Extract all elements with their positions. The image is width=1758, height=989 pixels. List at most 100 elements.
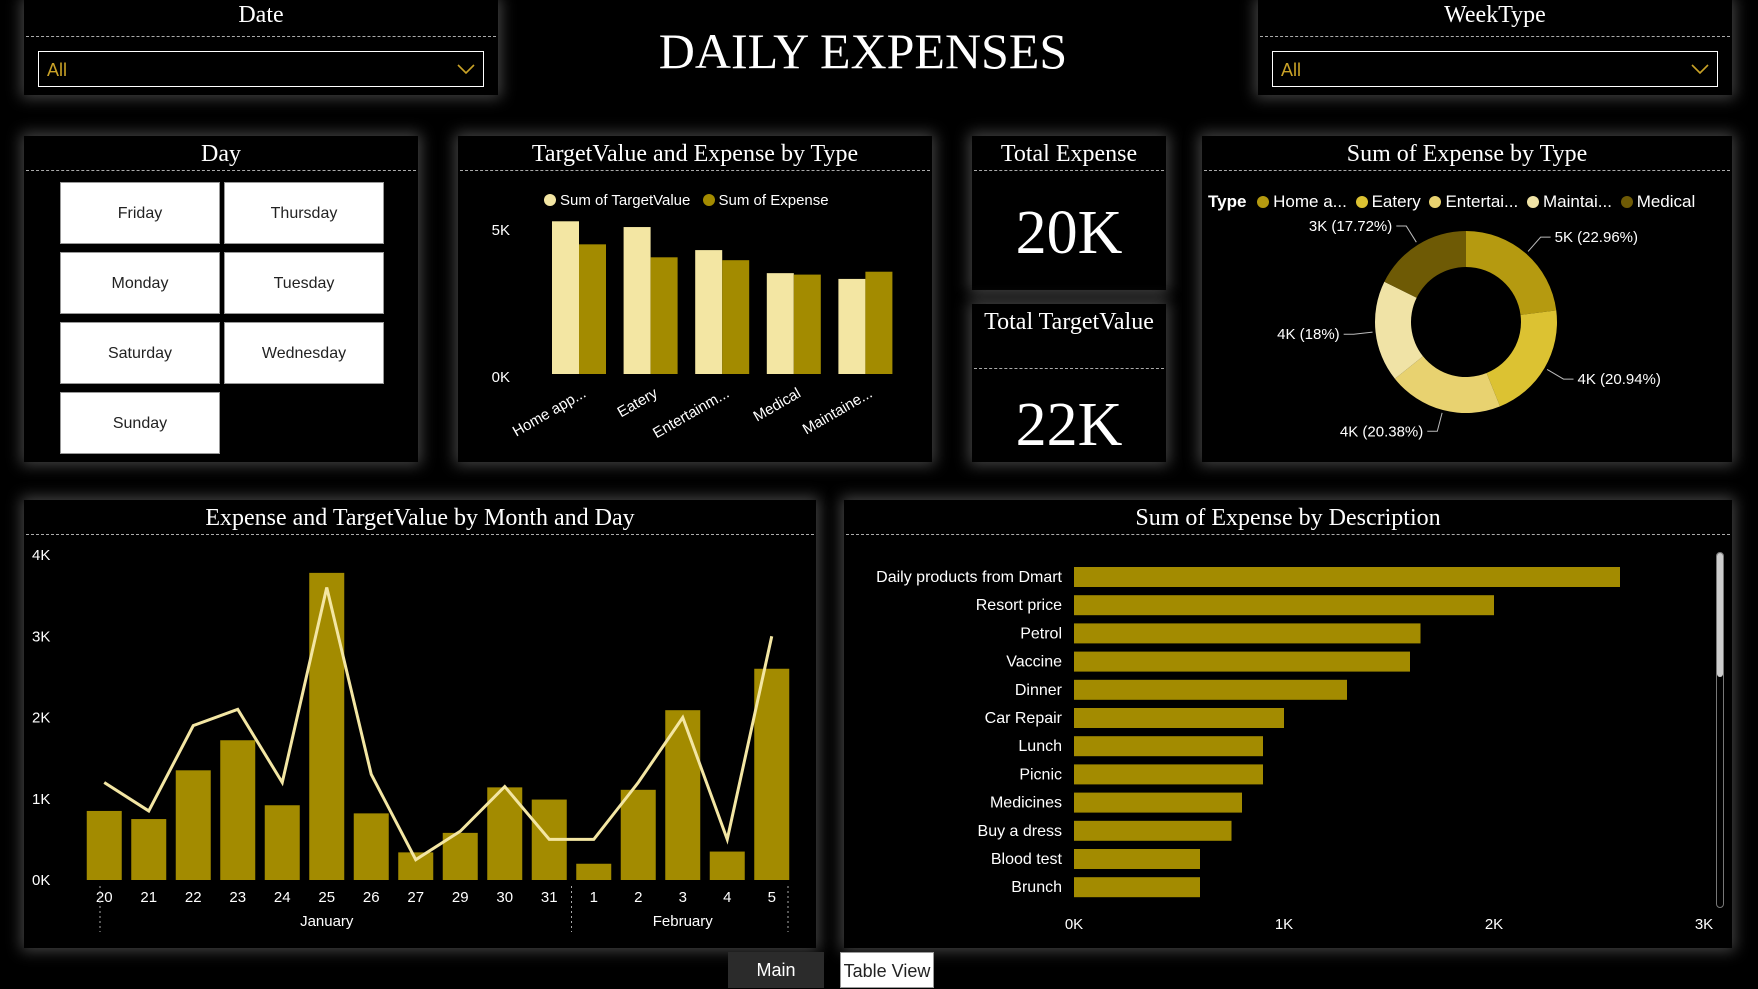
expense-bar [487,787,523,880]
legend-dot [544,194,556,206]
x-tick-label: 31 [541,889,558,906]
scrollbar[interactable] [1716,552,1724,908]
donut-slice [1384,231,1466,298]
type-donut-legend: Type Home a... Eatery Entertai... Mainta… [1208,192,1695,212]
legend-dot [702,194,715,206]
target-bar [552,221,579,374]
date-slicer-title: Date [26,0,496,37]
y-tick-label: Vaccine [1006,654,1062,671]
legend-label: Eatery [1371,192,1421,211]
expense-bar [754,668,790,880]
total-expense-value: 20K [1015,199,1123,267]
leader-line [1427,412,1443,432]
day-button-sunday[interactable]: Sunday [60,392,220,454]
legend-title: Type [1208,192,1247,211]
y-tick-label: 3K [32,628,50,645]
x-tick-label: 29 [452,889,469,906]
legend-item-expense: Sum of Expense [702,192,829,209]
type-bar-chart-panel: TargetValue and Expense by Type Sum of T… [458,136,932,462]
tab-table-view[interactable]: Table View [840,952,934,988]
leader-line [1527,236,1551,252]
y-tick-label: Dinner [1015,682,1063,699]
expense-bar [650,257,678,374]
type-donut-panel: Sum of Expense by Type Type Home a... Ea… [1202,136,1732,462]
y-tick-label: Medicines [990,795,1062,812]
month-label: February [653,913,714,930]
y-tick-label: Car Repair [985,710,1063,727]
weektype-dropdown[interactable]: All [1272,51,1718,87]
x-tick-label: 1K [1275,916,1293,933]
day-button-thursday[interactable]: Thursday [224,182,384,244]
day-button-saturday[interactable]: Saturday [60,322,220,384]
x-tick-label: 5 [768,889,776,906]
type-donut-chart: 5K (22.96%) 4K (20.94%) 4K (20.38%) 4K (18%… [1277,218,1661,440]
day-button-monday[interactable]: Monday [60,252,220,314]
y-tick-label: Buy a dress [978,823,1062,840]
day-slicer: Day Friday Thursday Monday Tuesday Satur… [24,136,418,462]
weektype-dropdown-value: All [1281,60,1302,80]
legend-dot [1257,196,1270,208]
y-tick-label: 4K [32,547,50,564]
month-day-chart-title: Expense and TargetValue by Month and Day [26,500,814,535]
day-button-friday[interactable]: Friday [60,182,220,244]
data-label: 5K (22.96%) [1555,229,1638,246]
x-tick-label: 2 [634,889,642,906]
tab-main[interactable]: Main [728,952,824,988]
date-dropdown-value: All [47,60,68,80]
legend-dot [1429,196,1442,208]
expense-bar [1074,877,1200,898]
total-target-card: Total TargetValue 22K [972,304,1166,462]
x-tick-label: 25 [318,889,335,906]
target-line [103,587,774,862]
day-button-wednesday[interactable]: Wednesday [224,322,384,384]
expense-bar [131,819,167,880]
total-target-label: Total TargetValue [974,304,1164,369]
leader-line [1343,331,1373,335]
legend-label: Maintai... [1542,192,1612,211]
expense-bar [1074,595,1494,616]
expense-bar [1074,679,1347,700]
leader-line [1546,369,1574,380]
expense-bar [1074,623,1421,644]
legend-item: Home a... [1257,192,1347,211]
y-tick-label: Resort price [976,597,1062,614]
legend-item: Medical [1620,192,1695,211]
day-button-tuesday[interactable]: Tuesday [224,252,384,314]
legend-dot [1355,196,1368,208]
data-label: 4K (20.38%) [1340,423,1423,440]
type-donut-title: Sum of Expense by Type [1204,136,1730,171]
total-target-value: 22K [1015,391,1123,459]
expense-bar [1074,820,1232,841]
description-chart-title: Sum of Expense by Description [846,500,1730,535]
legend-item: Maintai... [1526,192,1612,211]
chevron-down-icon [1691,64,1709,75]
data-label: 4K (20.94%) [1578,371,1661,388]
x-tick-label: 3K [1695,916,1713,933]
x-tick-label: 21 [140,889,157,906]
scrollbar-thumb[interactable] [1717,553,1723,677]
target-bar [623,227,651,374]
x-tick-label: 22 [185,889,202,906]
x-tick-label: Eatery [615,384,661,421]
x-tick-label: Home app... [510,385,589,441]
legend-label: Home a... [1273,192,1347,211]
expense-bar [220,740,256,880]
expense-bar [1074,764,1263,785]
y-tick-label: 0K [492,369,510,386]
expense-bar [353,813,389,880]
expense-bar [579,244,606,374]
x-tick-label: Entertainm... [650,385,732,442]
weektype-slicer: WeekType All [1258,0,1732,95]
description-chart-panel: Sum of Expense by Description Daily prod… [844,500,1732,948]
expense-bar [665,710,701,880]
expense-bar [1074,849,1200,869]
data-label: 3K (17.72%) [1309,218,1392,235]
x-tick-label: 27 [407,889,424,906]
legend-label: Sum of TargetValue [560,192,691,209]
month-day-chart-panel: Expense and TargetValue by Month and Day… [24,500,816,948]
date-dropdown[interactable]: All [38,51,484,87]
expense-bar [1074,567,1620,587]
total-expense-label: Total Expense [974,136,1164,171]
donut-slice [1394,356,1501,413]
